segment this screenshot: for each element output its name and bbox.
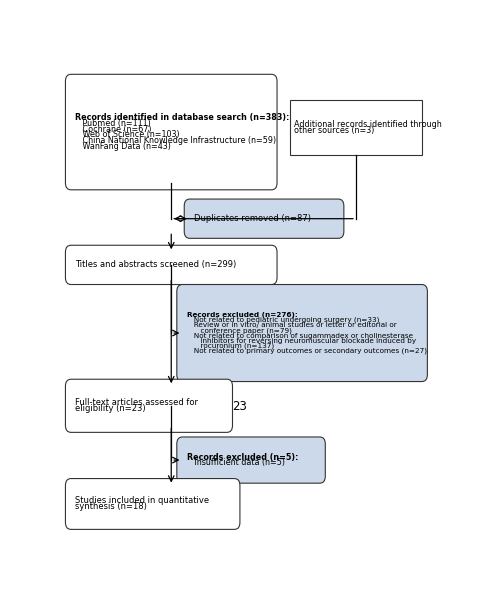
FancyBboxPatch shape [177, 284, 427, 382]
Text: Review or in vitro/ animal studies or letter or editorial or: Review or in vitro/ animal studies or le… [187, 322, 397, 328]
Text: Pubmed (n=111): Pubmed (n=111) [76, 119, 151, 128]
Text: Not related to pediatric undergoing surgery (n=33): Not related to pediatric undergoing surg… [187, 317, 379, 323]
FancyBboxPatch shape [290, 100, 422, 155]
Text: Studies included in quantitative: Studies included in quantitative [76, 496, 210, 505]
Text: Records identified in database search (n=383):: Records identified in database search (n… [76, 113, 290, 122]
Text: Full-text articles assessed for: Full-text articles assessed for [76, 398, 198, 407]
Text: Insufficient data (n=5): Insufficient data (n=5) [187, 458, 285, 467]
Text: 23: 23 [232, 400, 247, 413]
Text: inhibitors for reversing neuromuscular blockade induced by: inhibitors for reversing neuromuscular b… [187, 338, 416, 344]
FancyBboxPatch shape [66, 74, 277, 190]
Text: Web of Science (n=103): Web of Science (n=103) [76, 130, 180, 139]
Text: synthesis (n=18): synthesis (n=18) [76, 502, 148, 511]
Text: other sources (n=3): other sources (n=3) [295, 126, 375, 135]
Text: Duplicates removed (n=87): Duplicates removed (n=87) [194, 214, 311, 223]
FancyBboxPatch shape [66, 245, 277, 284]
FancyBboxPatch shape [66, 379, 232, 433]
FancyBboxPatch shape [177, 437, 325, 483]
Text: China National Knowledge Infrastructure (n=59): China National Knowledge Infrastructure … [76, 136, 276, 145]
Text: conference paper (n=79): conference paper (n=79) [187, 327, 292, 334]
Text: WanFang Data (n=43): WanFang Data (n=43) [76, 142, 171, 151]
Text: Records excluded (n=5):: Records excluded (n=5): [187, 452, 298, 461]
Text: Records excluded (n=276):: Records excluded (n=276): [187, 312, 297, 318]
FancyBboxPatch shape [66, 479, 240, 529]
Text: Cochrane (n=67): Cochrane (n=67) [76, 125, 152, 134]
FancyBboxPatch shape [184, 199, 344, 238]
Text: Titles and abstracts screened (n=299): Titles and abstracts screened (n=299) [76, 260, 237, 269]
Text: Not related to primary outcomes or secondary outcomes (n=27): Not related to primary outcomes or secon… [187, 348, 427, 355]
Text: rocuronium (n=137): rocuronium (n=137) [187, 343, 274, 349]
Text: Not related to comparison of sugammadex or cholinesterase: Not related to comparison of sugammadex … [187, 332, 413, 338]
Text: Additional records identified through: Additional records identified through [295, 120, 442, 129]
Text: eligibility (n=23): eligibility (n=23) [76, 404, 146, 413]
